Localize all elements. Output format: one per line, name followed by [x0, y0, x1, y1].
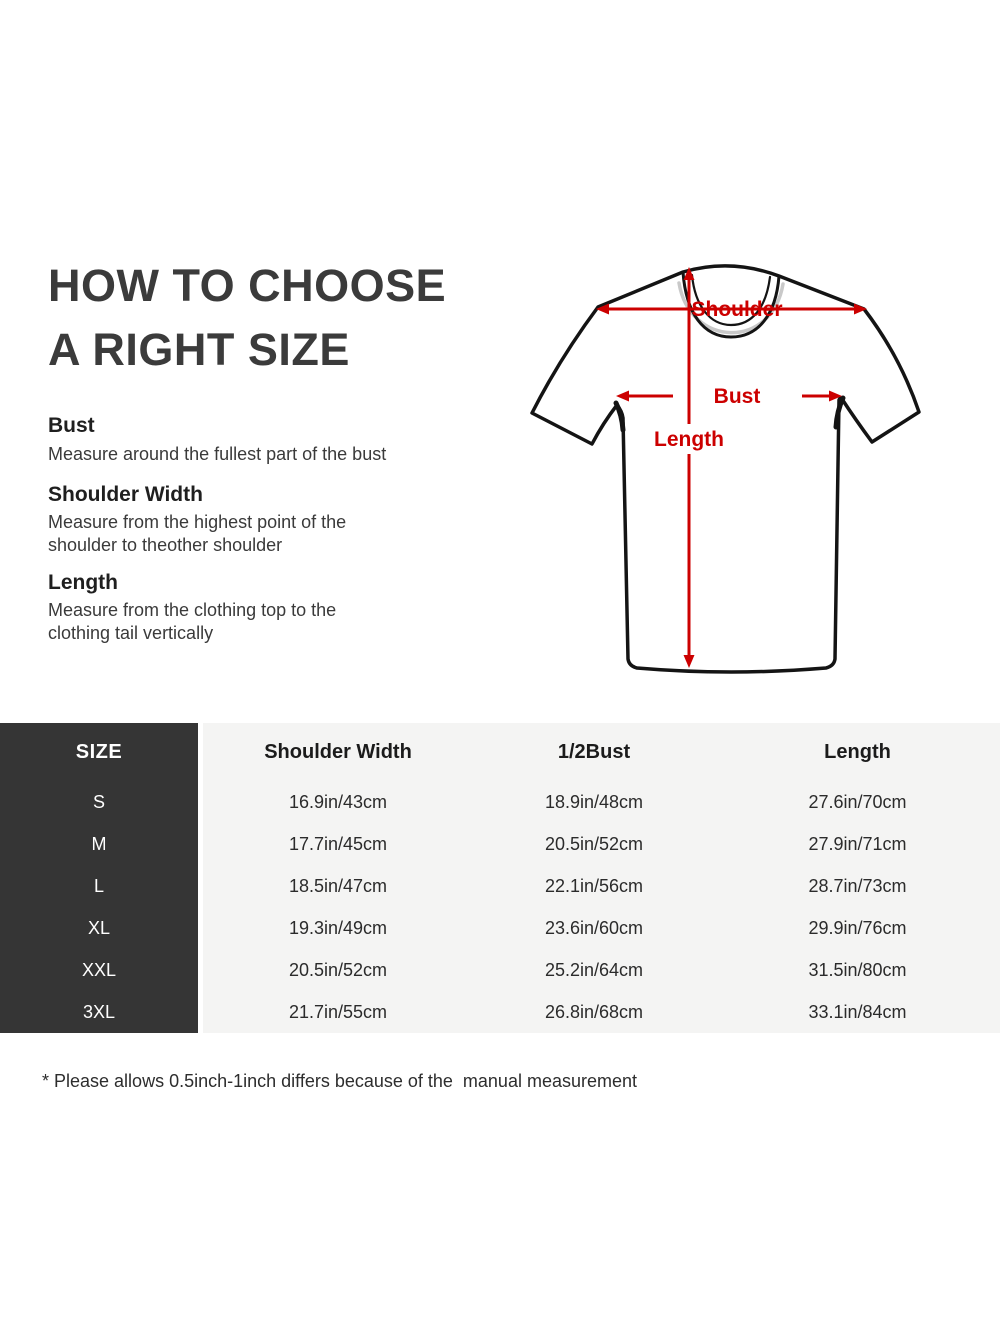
- collar-inner: [690, 273, 772, 327]
- shoulder-value: 19.3in/49cm: [288, 917, 388, 938]
- shoulder-arrowhead-right: [854, 303, 867, 315]
- tshirt-outline: [530, 264, 921, 674]
- length-value: 27.6in/70cm: [808, 791, 907, 812]
- length-arrowhead-bottom: [683, 655, 695, 668]
- section-length-heading: Length: [48, 571, 118, 594]
- column-header-size: SIZE: [75, 740, 123, 763]
- size-chart-table: SIZE Shoulder Width 1/2Bust Length S 16.…: [0, 723, 1000, 1033]
- size-cell: XXL: [81, 959, 117, 980]
- description-line: clothing tail vertically: [48, 623, 214, 643]
- length-value: 31.5in/80cm: [808, 959, 907, 980]
- length-value: 33.1in/84cm: [808, 1001, 907, 1022]
- shoulder-value: 20.5in/52cm: [288, 959, 388, 980]
- measurement-note: * Please allows 0.5inch-1inch differs be…: [42, 1071, 638, 1091]
- column-header-shoulder-width: Shoulder Width: [264, 740, 412, 763]
- bust-value: 26.8in/68cm: [544, 1001, 644, 1022]
- shoulder-value: 21.7in/55cm: [288, 1001, 388, 1022]
- length-label: Length: [654, 428, 724, 451]
- section-bust-description: Measure around the fullest part of the b…: [48, 443, 386, 466]
- bust-value: 22.1in/56cm: [544, 875, 644, 896]
- shoulder-value: 18.5in/47cm: [288, 875, 388, 896]
- table-header-row: SIZE Shoulder Width 1/2Bust Length: [0, 723, 1000, 781]
- description-line: Measure from the highest point of the: [48, 512, 347, 532]
- section-length-description: Measure from the clothing top to the clo…: [48, 599, 336, 645]
- size-row-xxl: XXL 20.5in/52cm 25.2in/64cm 31.5in/80cm: [0, 949, 1000, 991]
- size-row-xl: XL 19.3in/49cm 23.6in/60cm 29.9in/76cm: [0, 907, 1000, 949]
- column-header-half-bust: 1/2Bust: [557, 740, 631, 763]
- length-arrowhead-top: [683, 267, 695, 280]
- size-row-3xl: 3XL 21.7in/55cm 26.8in/68cm 33.1in/84cm: [0, 991, 1000, 1033]
- bust-value: 20.5in/52cm: [544, 833, 644, 854]
- size-cell: XL: [87, 917, 111, 938]
- length-value: 29.9in/76cm: [808, 917, 907, 938]
- length-value: 28.7in/73cm: [808, 875, 907, 896]
- size-cell: M: [91, 833, 107, 854]
- column-header-length: Length: [824, 740, 891, 763]
- length-value: 27.9in/71cm: [808, 833, 907, 854]
- shoulder-arrowhead-left: [596, 303, 609, 315]
- bust-label: Bust: [714, 385, 761, 408]
- tshirt-measurement-diagram: Shoulder Bust Length: [530, 264, 921, 674]
- size-row-s: S 16.9in/43cm 18.9in/48cm 27.6in/70cm: [0, 781, 1000, 823]
- collar-shadow: [677, 281, 785, 335]
- size-row-l: L 18.5in/47cm 22.1in/56cm 28.7in/73cm: [0, 865, 1000, 907]
- size-cell: 3XL: [82, 1001, 116, 1022]
- section-shoulder-heading: Shoulder Width: [48, 483, 203, 506]
- size-column-background: [0, 723, 198, 1033]
- shoulder-value: 16.9in/43cm: [288, 791, 388, 812]
- left-underarm-crease: [613, 400, 626, 433]
- section-shoulder-description: Measure from the highest point of the sh…: [48, 511, 346, 557]
- title-line-2: A RIGHT SIZE: [48, 324, 350, 375]
- size-cell: L: [93, 875, 104, 896]
- bust-value: 18.9in/48cm: [544, 791, 644, 812]
- description-line: Measure around the fullest part of the b…: [48, 444, 387, 464]
- bust-value: 25.2in/64cm: [544, 959, 644, 980]
- title-line-1: HOW TO CHOOSE: [48, 260, 447, 311]
- shoulder-value: 17.7in/45cm: [288, 833, 388, 854]
- shoulder-label: Shoulder: [691, 298, 782, 321]
- size-row-m: M 17.7in/45cm 20.5in/52cm 27.9in/71cm: [0, 823, 1000, 865]
- bust-value: 23.6in/60cm: [544, 917, 644, 938]
- right-underarm-crease: [833, 395, 846, 430]
- table-body-background: [203, 723, 1000, 1033]
- page-title: HOW TO CHOOSE A RIGHT SIZE: [48, 254, 446, 382]
- description-line: shoulder to theother shoulder: [48, 535, 283, 555]
- description-line: Measure from the clothing top to the: [48, 600, 337, 620]
- section-bust-heading: Bust: [48, 414, 95, 437]
- bust-arrowhead-right: [829, 390, 842, 402]
- bust-arrowhead-left: [616, 390, 629, 402]
- size-cell: S: [92, 791, 105, 812]
